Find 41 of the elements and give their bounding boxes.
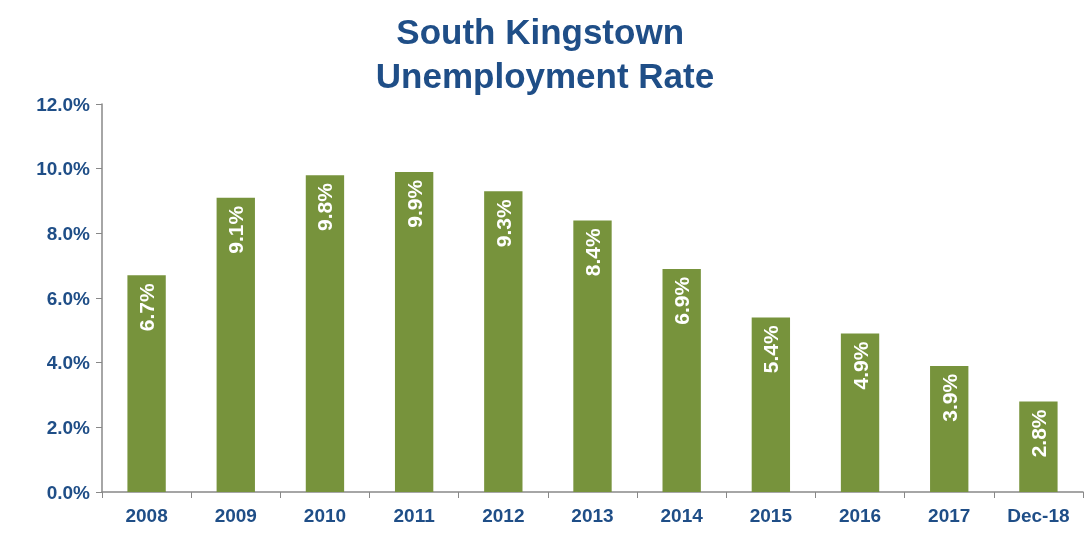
bar: [484, 191, 523, 492]
data-label: 6.9%: [670, 276, 694, 325]
data-label: 9.8%: [313, 182, 337, 232]
x-tick-label: Dec-18: [1007, 505, 1070, 526]
bar: [662, 268, 701, 492]
x-tick-label: 2012: [482, 505, 525, 526]
x-tick-label: 2010: [303, 505, 347, 526]
x-tick-label: 2015: [749, 505, 793, 526]
bar: [930, 365, 969, 492]
data-label: 9.3%: [491, 198, 515, 248]
y-tick-label: 12.0%: [36, 93, 91, 115]
y-tick-label: 6.0%: [46, 287, 91, 309]
y-tick-label: 2.0%: [46, 416, 91, 438]
chart-title: South Kingstown Unemployment Rate: [375, 11, 715, 95]
y-tick-label: 4.0%: [46, 352, 91, 374]
x-tick-label: 2016: [838, 505, 882, 526]
x-tick-label: 2013: [571, 505, 614, 526]
data-label: 3.9%: [937, 373, 961, 422]
bar: [751, 317, 791, 492]
bar: [1019, 401, 1058, 492]
data-label: 8.4%: [581, 228, 604, 277]
y-tick-label: 8.0%: [46, 222, 91, 244]
bar: [573, 220, 612, 492]
bar: [127, 275, 166, 492]
bar: [305, 175, 345, 492]
data-label: 6.7%: [135, 283, 159, 332]
data-label: 9.1%: [224, 205, 248, 254]
y-tick-label: 10.0%: [36, 158, 91, 180]
data-label: 9.9%: [402, 179, 426, 228]
x-tick-label: 2011: [393, 505, 436, 526]
y-tick-label: 0.0%: [46, 481, 91, 503]
x-tick-label: 2008: [125, 505, 168, 526]
x-tick-label: 2009: [214, 505, 257, 526]
x-tick-label: 2014: [660, 505, 704, 526]
data-label: 5.4%: [759, 325, 783, 374]
data-label: 4.9%: [848, 341, 872, 390]
bar: [840, 333, 880, 492]
data-label: 2.8%: [1026, 409, 1050, 458]
bar: [394, 171, 434, 492]
x-tick-label: 2017: [928, 505, 971, 526]
bar: [216, 197, 255, 492]
